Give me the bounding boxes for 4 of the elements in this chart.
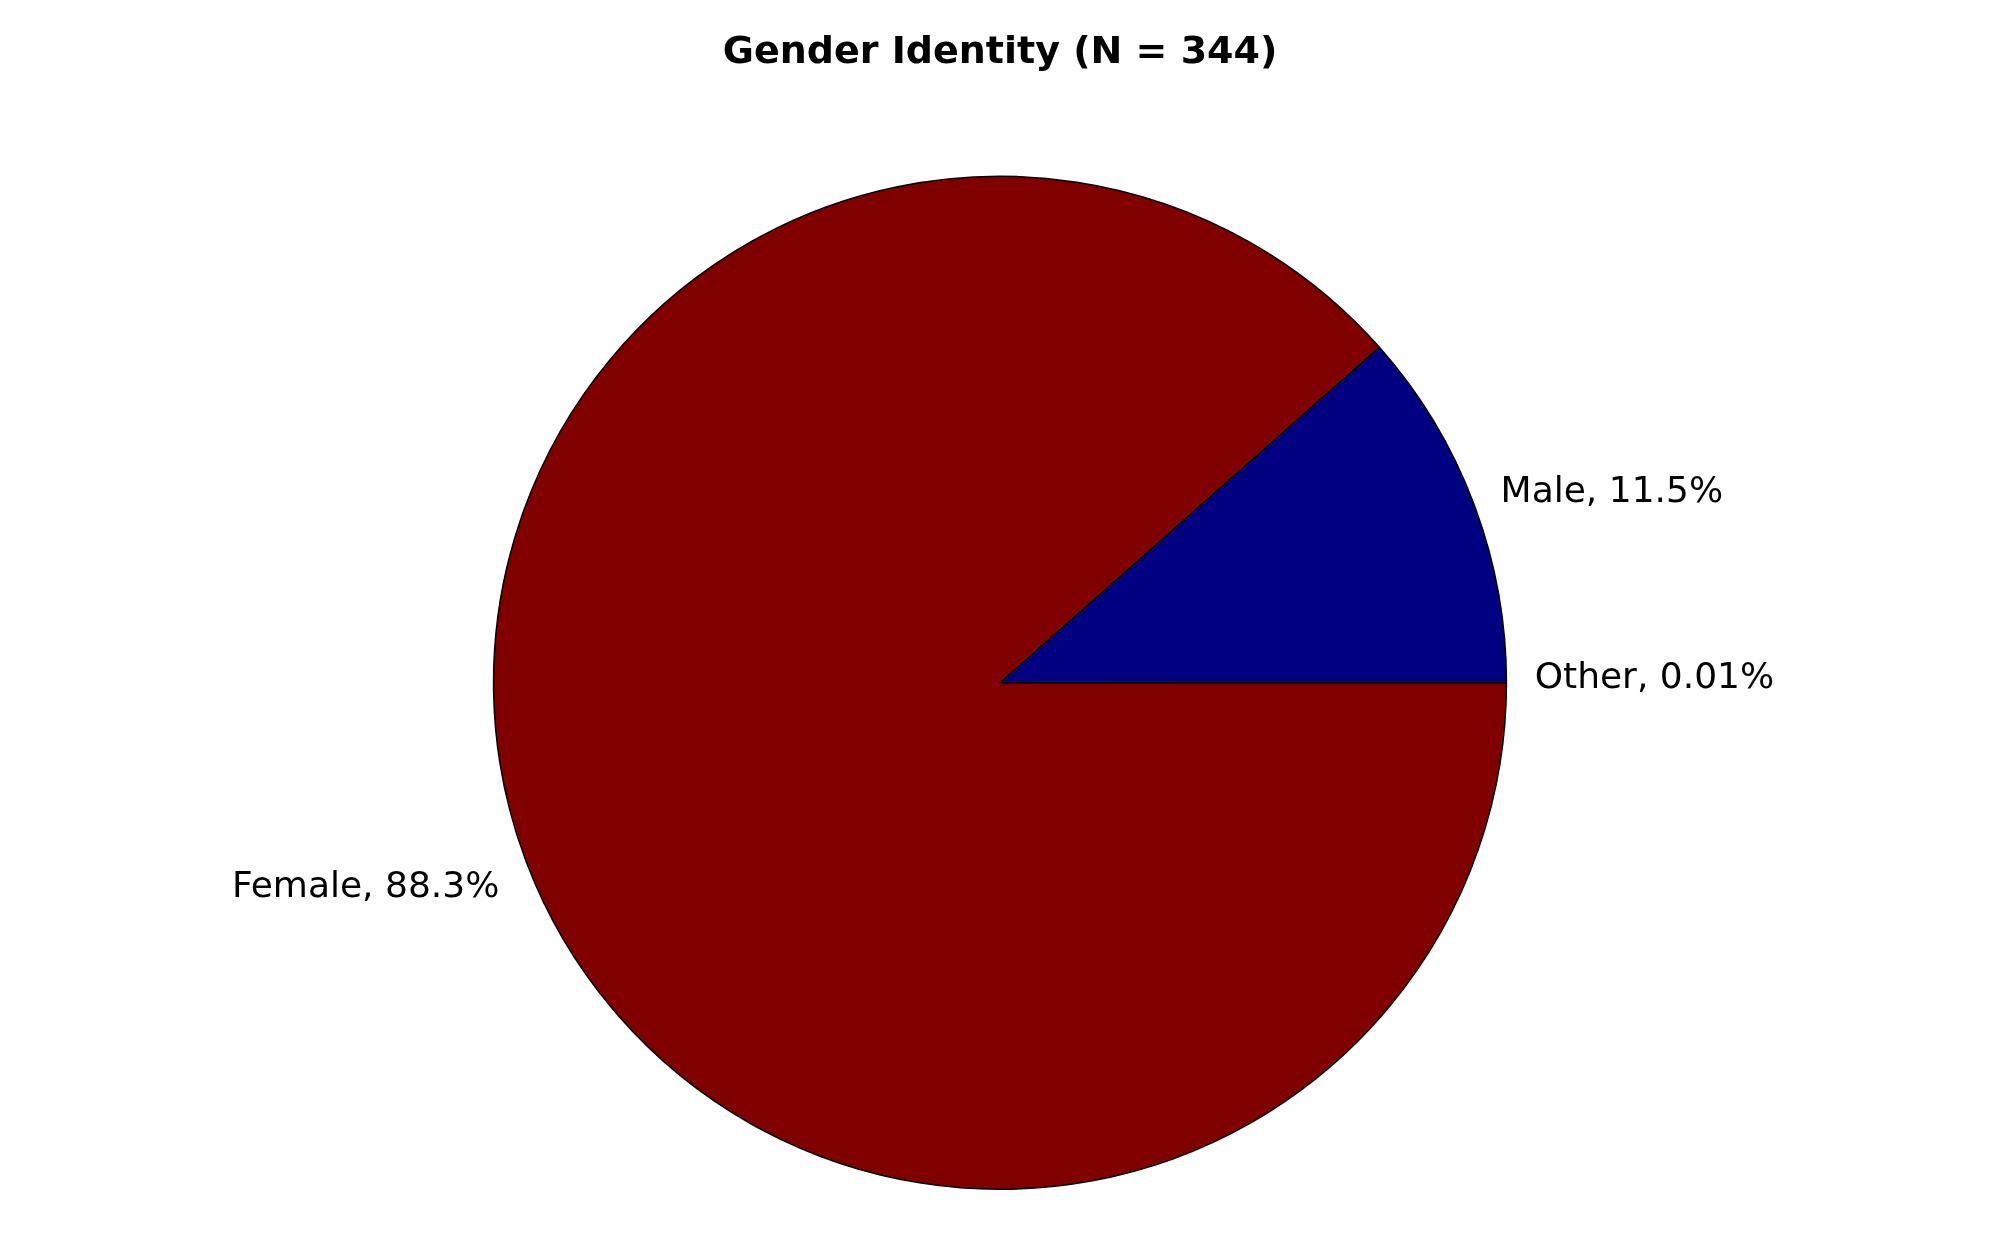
slice-label: Female, 88.3% bbox=[231, 863, 500, 905]
chart-title: Gender Identity (N = 344) bbox=[722, 27, 1278, 72]
slice-label: Other, 0.01% bbox=[1534, 655, 1775, 697]
slice-label: Male, 11.5% bbox=[1500, 468, 1724, 510]
